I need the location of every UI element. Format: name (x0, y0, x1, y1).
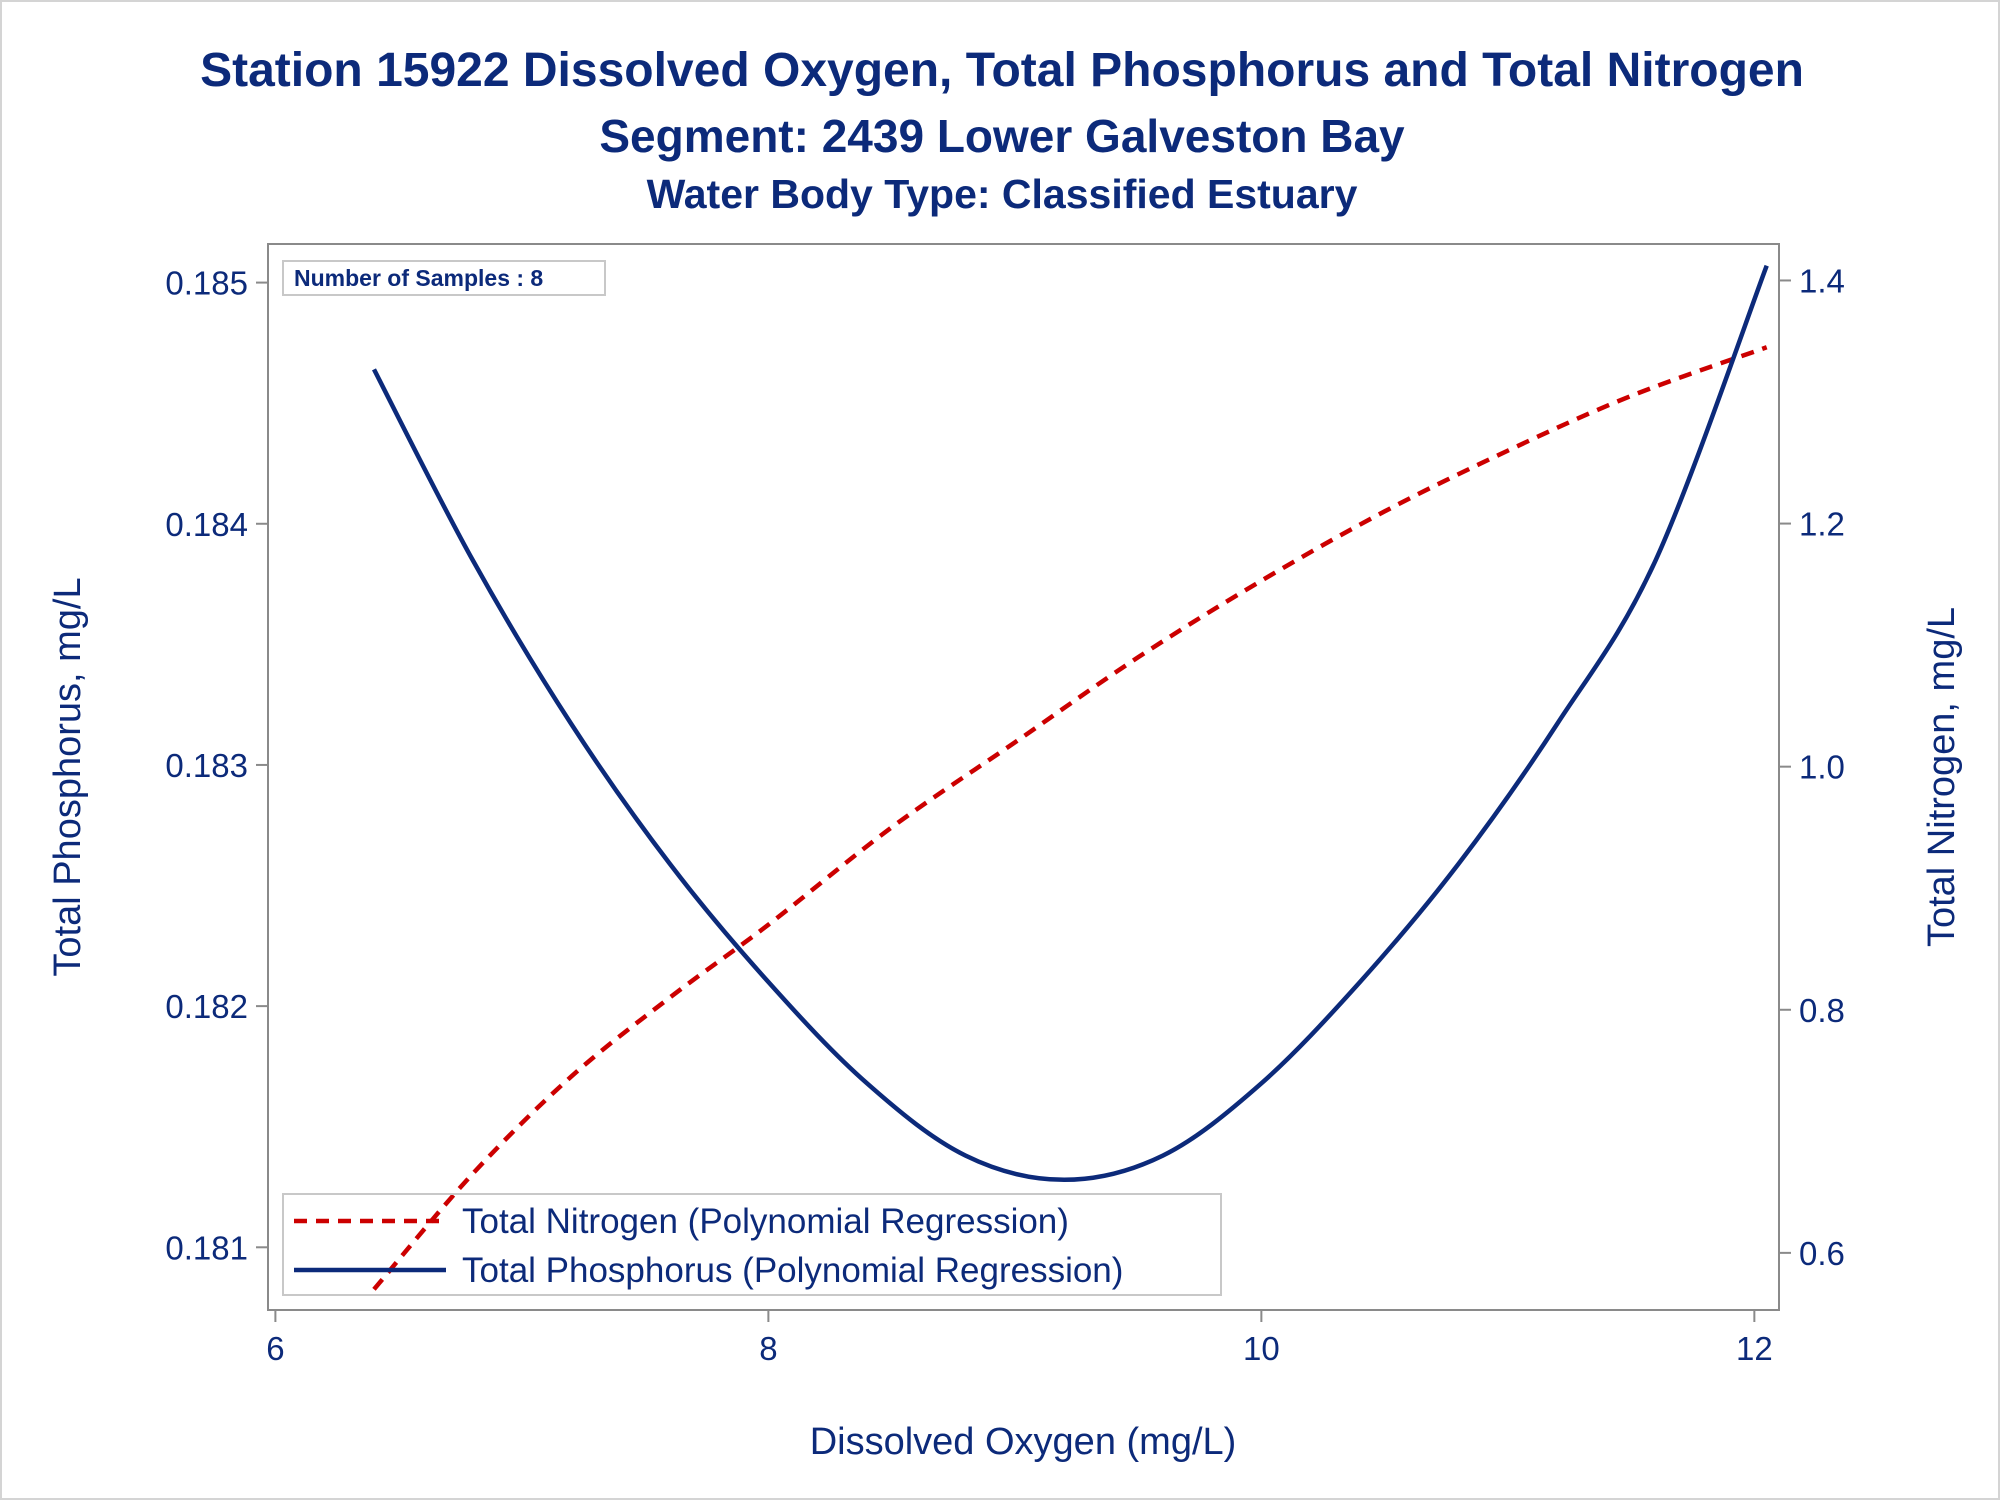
y-left-tick-label: 0.183 (165, 747, 248, 784)
x-tick-label: 8 (759, 1330, 777, 1367)
y-left-tick-label: 0.184 (165, 506, 248, 543)
y-right-tick-label: 1.0 (1799, 749, 1845, 786)
series-line-phosphorus (372, 264, 1769, 1183)
y-right-tick-label: 0.8 (1799, 992, 1845, 1029)
chart-title: Station 15922 Dissolved Oxygen, Total Ph… (200, 44, 1804, 97)
sample-count-text: Number of Samples : 8 (294, 265, 543, 291)
chart-subtitle-2: Water Body Type: Classified Estuary (647, 171, 1358, 217)
y-axis-label-left: Total Phosphorus, mg/L (47, 577, 89, 976)
x-tick-label: 6 (266, 1330, 284, 1367)
y-right-tick-label: 0.6 (1799, 1235, 1845, 1272)
chart-subtitle: Segment: 2439 Lower Galveston Bay (599, 110, 1405, 162)
series-lines (372, 264, 1769, 1291)
axis-ticks: 6 8 10 12 0.181 0.182 0.183 0.184 0.185 0.6 0.8 1.0… (165, 262, 1844, 1367)
y-left-tick-label: 0.182 (165, 988, 248, 1025)
legend-frame (282, 1193, 1222, 1296)
y-right-tick-label: 1.2 (1799, 506, 1845, 543)
x-axis-label: Dissolved Oxygen (mg/L) (810, 1421, 1237, 1463)
y-right-tick-label: 1.4 (1799, 262, 1845, 299)
plot-area (267, 243, 1780, 1311)
legend: Total Nitrogen (Polynomial Regression) T… (282, 1193, 1222, 1296)
x-tick-label: 10 (1243, 1330, 1280, 1367)
y-left-tick-label: 0.181 (165, 1229, 248, 1266)
x-tick-label: 12 (1736, 1330, 1773, 1367)
sample-count-frame (282, 260, 606, 296)
legend-label-nitrogen: Total Nitrogen (Polynomial Regression) (462, 1202, 1069, 1241)
series-line-nitrogen (372, 345, 1768, 1291)
legend-label-phosphorus: Total Phosphorus (Polynomial Regression) (462, 1251, 1123, 1290)
y-left-tick-label: 0.185 (165, 265, 248, 302)
y-axis-label-right: Total Nitrogen, mg/L (1921, 607, 1963, 947)
sample-count-box: Number of Samples : 8 (282, 260, 606, 296)
